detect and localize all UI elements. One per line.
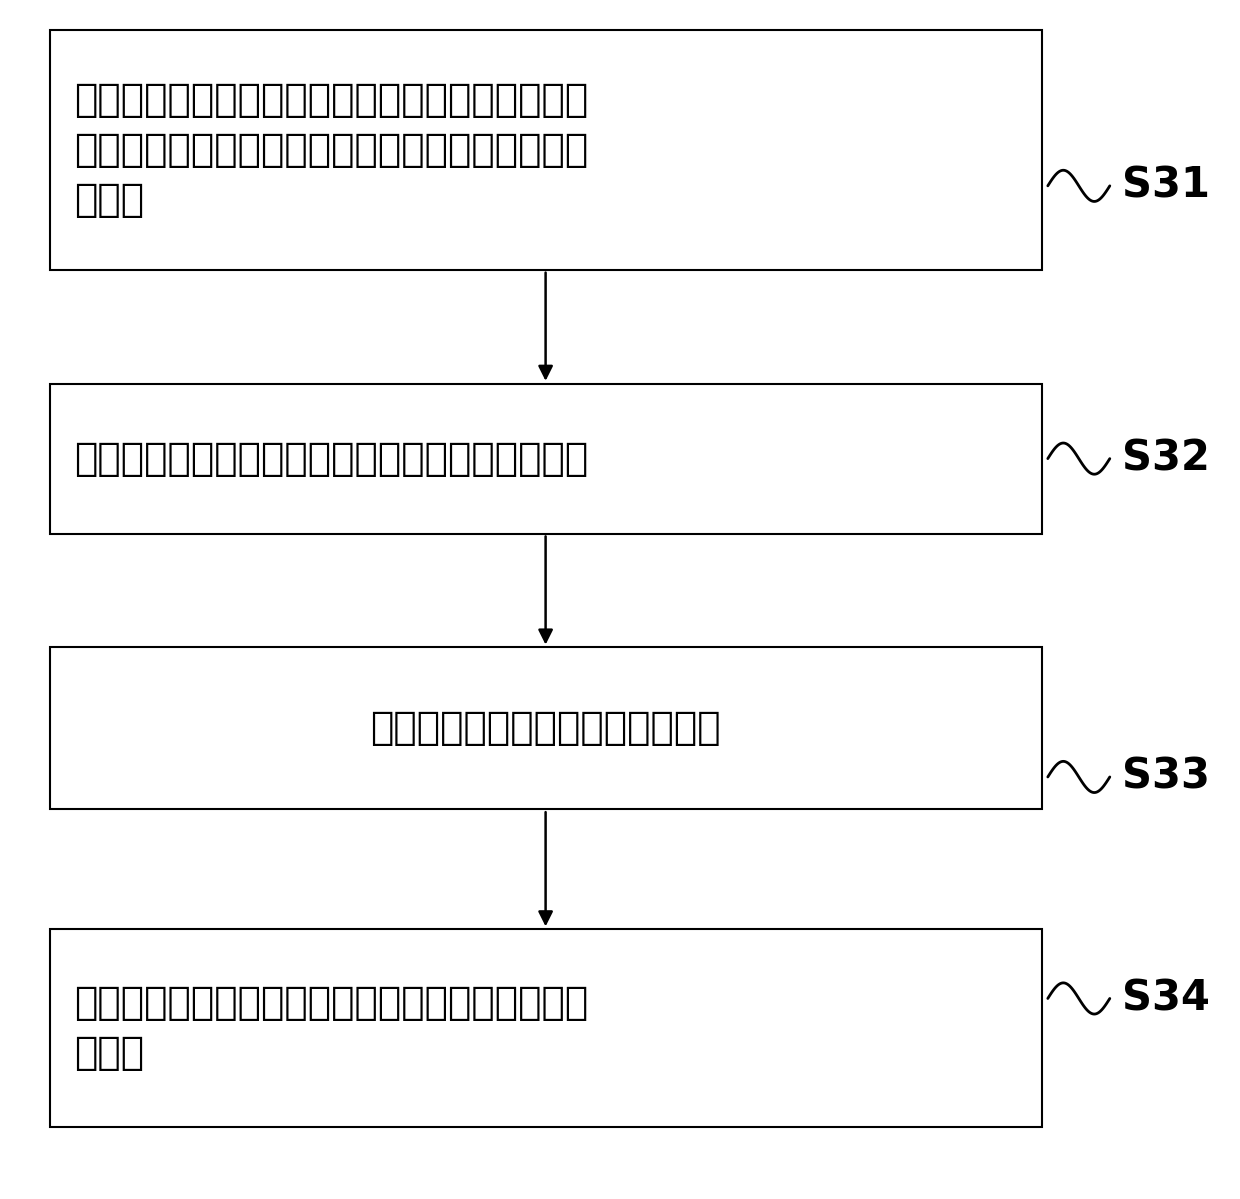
Text: S34: S34	[1122, 977, 1210, 1019]
Bar	[50, 929, 1042, 1127]
Text: 根据目标偏差范围，对冷水机组中压缩机的负荷进
行调整: 根据目标偏差范围，对冷水机组中压缩机的负荷进 行调整	[74, 984, 589, 1072]
Text: S31: S31	[1122, 164, 1210, 207]
Text: 获取第一耗费时长和第二耗费时长之间的第二差值: 获取第一耗费时长和第二耗费时长之间的第二差值	[74, 440, 589, 477]
Text: S32: S32	[1122, 438, 1210, 480]
Text: 根据第一差值和预设的差值与耗费时长之间的映射
关系，得到从实际水温到达目标水温所需的第二耗
费时长: 根据第一差值和预设的差值与耗费时长之间的映射 关系，得到从实际水温到达目标水温所…	[74, 80, 589, 219]
Text: S33: S33	[1122, 755, 1210, 799]
Bar	[50, 647, 1042, 809]
Text: 确定第二差值所处的目标偏差范围: 确定第二差值所处的目标偏差范围	[371, 710, 720, 747]
Bar	[50, 384, 1042, 534]
Bar	[50, 30, 1042, 270]
